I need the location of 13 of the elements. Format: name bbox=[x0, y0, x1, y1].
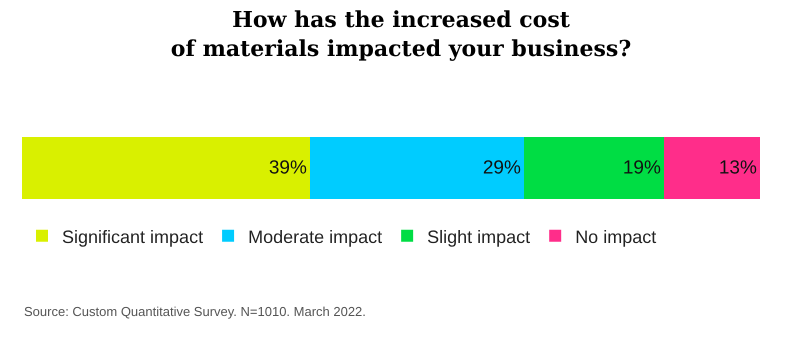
legend-label: No impact bbox=[575, 226, 656, 247]
legend-label: Significant impact bbox=[62, 226, 204, 247]
source-note: Source: Custom Quantitative Survey. N=1010. March 2022. bbox=[24, 304, 366, 319]
data-label: 39% bbox=[268, 158, 307, 178]
data-label: 13% bbox=[718, 158, 757, 178]
bar bbox=[664, 137, 760, 199]
legend-label: Slight impact bbox=[427, 226, 530, 247]
bar bbox=[310, 137, 524, 199]
bar bbox=[524, 137, 664, 199]
legend-label: Moderate impact bbox=[248, 226, 382, 247]
data-label: 29% bbox=[482, 158, 521, 178]
data-label: 19% bbox=[622, 158, 661, 178]
chart-title: How has the increased cost of materials impacted your business? bbox=[170, 7, 632, 62]
